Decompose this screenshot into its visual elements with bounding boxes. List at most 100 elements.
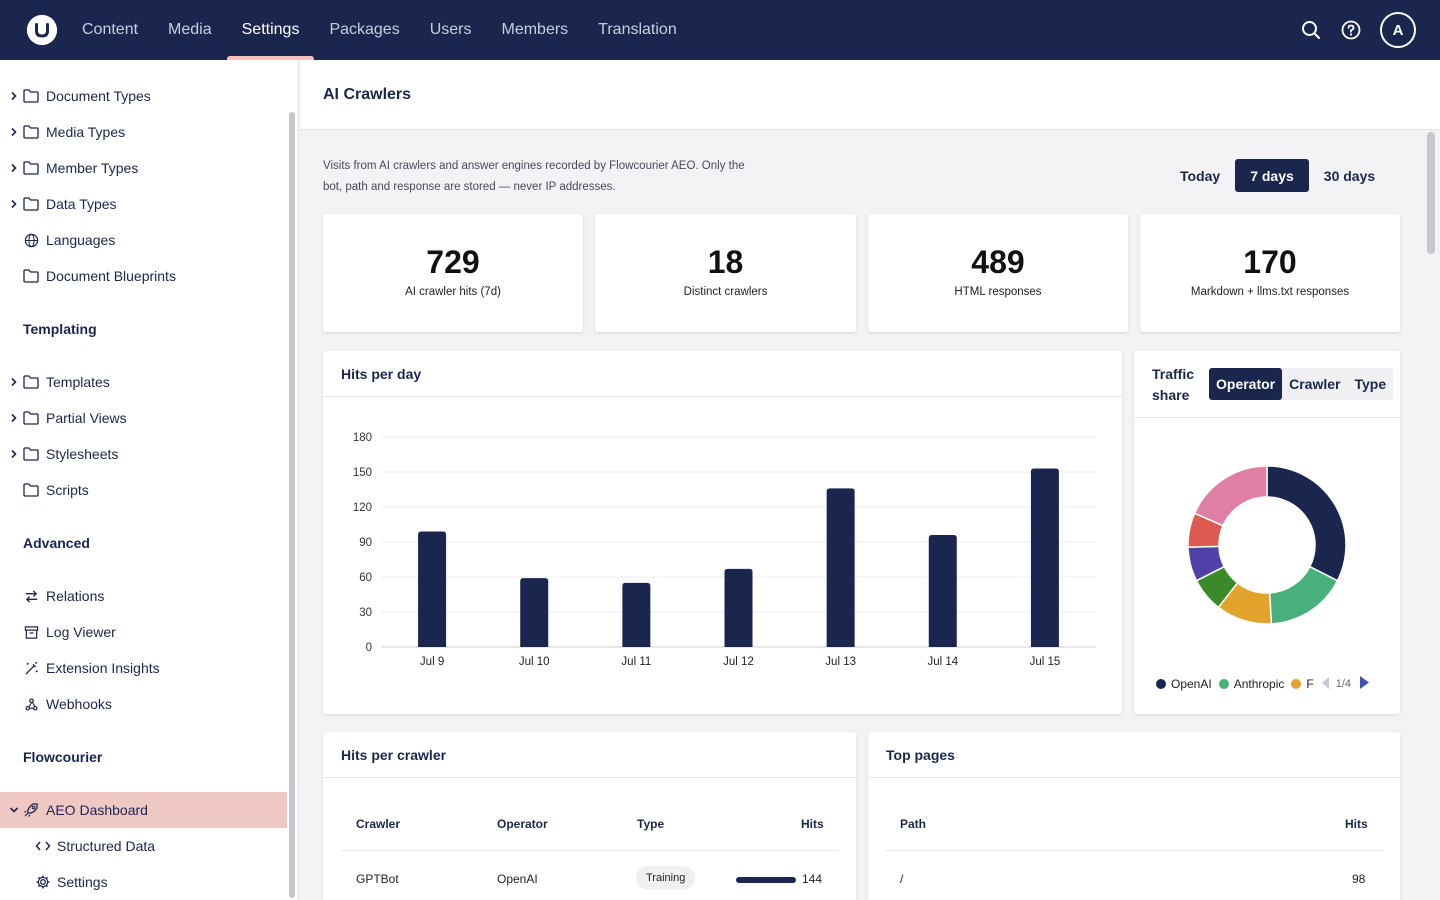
sidebar-item-settings[interactable]: Settings [0,864,287,900]
y-tick-label: 0 [366,642,372,654]
bar[interactable] [826,488,855,647]
nav-content[interactable]: Content [82,21,139,38]
sidebar-item-languages[interactable]: Languages [0,222,287,258]
y-tick-label: 150 [353,467,372,479]
legend-item[interactable]: OpenAI [1156,677,1212,691]
chevron-right-icon[interactable] [9,91,19,101]
traffic-share-tabs: Operator Crawler Type [1209,368,1394,400]
folder-icon [22,409,40,427]
chevron-right-icon[interactable] [9,449,19,459]
x-tick-label: Jul 13 [825,656,856,668]
sidebar-item-member-types[interactable]: Member Types [0,150,287,186]
sidebar-item-label: Stylesheets [46,446,119,462]
nav-translation[interactable]: Translation [598,21,677,38]
help-icon[interactable] [1340,19,1362,41]
column-header-crawler[interactable]: Crawler [356,817,401,831]
sidebar-item-stylesheets[interactable]: Stylesheets [0,436,287,472]
stat-label: AI crawler hits (7d) [405,286,501,298]
nav-members[interactable]: Members [501,21,569,38]
bar[interactable] [622,582,651,647]
chevron-right-icon[interactable] [9,163,19,173]
sidebar-item-partial-views[interactable]: Partial Views [0,400,287,436]
column-header-hits[interactable]: Hits [1345,817,1368,831]
sidebar-item-data-types[interactable]: Data Types [0,186,287,222]
type-badge: Training [636,866,696,890]
legend-item[interactable]: Anthropic [1218,677,1284,691]
sidebar-item-document-blueprints[interactable]: Document Blueprints [0,258,287,294]
range-7-days-button[interactable]: 7 days [1235,159,1309,192]
cell-hits: 98 [1352,872,1366,886]
chevron-right-icon[interactable] [9,377,19,387]
main-scrollbar[interactable] [1427,132,1435,254]
range-30-days-button[interactable]: 30 days [1323,167,1376,184]
chevron-right-icon[interactable] [9,127,19,137]
folder-icon [22,159,40,177]
legend-next-icon[interactable] [1360,676,1370,692]
sidebar-item-log-viewer[interactable]: Log Viewer [0,614,287,650]
legend-prev-icon[interactable] [1321,676,1330,692]
donut-slice[interactable] [1268,565,1339,625]
column-header-type[interactable]: Type [637,817,665,831]
sidebar-scrollbar[interactable] [289,112,295,898]
cell-path: / [900,872,904,886]
y-tick-label: 90 [359,537,372,549]
chevron-right-icon[interactable] [9,199,19,209]
bar[interactable] [724,568,753,647]
cell-operator: OpenAI [497,872,538,886]
donut-slice[interactable] [1193,465,1268,527]
sidebar-item-label: Document Types [46,88,151,104]
donut-slice[interactable] [1266,465,1347,582]
folder-icon [22,481,40,499]
sidebar-item-relations[interactable]: Relations [0,578,287,614]
sidebar-item-aeo-dashboard[interactable]: AEO Dashboard [0,792,287,828]
sidebar-item-label: Log Viewer [46,624,116,640]
column-header-path[interactable]: Path [900,817,927,831]
range-today-button[interactable]: Today [1180,167,1221,184]
user-avatar[interactable]: A [1380,12,1416,48]
sidebar-item-label: Structured Data [57,838,156,854]
y-tick-label: 60 [359,572,372,584]
column-header-operator[interactable]: Operator [497,817,548,831]
date-range-selector: Today 7 days 30 days [1165,159,1390,192]
umbraco-logo[interactable] [27,15,57,45]
sidebar-item-media-types[interactable]: Media Types [0,114,287,150]
sidebar-item-document-types[interactable]: Document Types [0,78,287,114]
card-title: Hits per day [341,366,422,382]
hits-per-day-card: Hits per day 0 30 60 90 120 150 180 Jul 9 Jul 10… [323,351,1122,714]
sidebar-item-structured-data[interactable]: Structured Data [0,828,287,864]
tab-operator[interactable]: Operator [1209,368,1283,400]
x-tick-label: Jul 14 [927,656,958,668]
chevron-down-icon[interactable] [9,805,19,815]
chevron-right-icon[interactable] [9,413,19,423]
folder-icon [22,195,40,213]
column-header-hits[interactable]: Hits [801,817,824,831]
nav-media[interactable]: Media [168,21,212,38]
cell-hits: 144 [802,872,823,886]
sidebar-item-webhooks[interactable]: Webhooks [0,686,287,722]
nav-users[interactable]: Users [429,21,472,38]
folder-icon [22,445,40,463]
tab-type[interactable]: Type [1354,376,1387,392]
tab-crawler[interactable]: Crawler [1289,376,1341,392]
webhook-icon [22,695,40,713]
legend-item[interactable]: F [1291,677,1314,691]
hits-per-crawler-card: Hits per crawler Crawler Operator Type H… [323,732,856,900]
stat-label: Markdown + llms.txt responses [1190,286,1350,298]
intro-text: Visits from AI crawlers and answer engin… [323,160,745,193]
traffic-share-donut [1187,465,1347,625]
hits-per-day-chart: 0 30 60 90 120 150 180 Jul 9 Jul 10 Jul 11 Jul 12 J… [353,432,1096,668]
x-tick-label: Jul 10 [519,656,550,668]
stat-card-markdown: 170 Markdown + llms.txt responses [1140,214,1400,332]
nav-packages[interactable]: Packages [329,21,400,38]
bar[interactable] [1030,468,1059,648]
sidebar-item-label: AEO Dashboard [46,802,148,818]
sidebar-item-extension-insights[interactable]: Extension Insights [0,650,287,686]
bar[interactable] [418,531,447,648]
bar[interactable] [928,535,957,647]
sidebar-item-templates[interactable]: Templates [0,364,287,400]
sidebar-item-scripts[interactable]: Scripts [0,472,287,508]
bar[interactable] [520,578,549,647]
search-icon[interactable] [1300,19,1322,41]
nav-settings[interactable]: Settings [226,0,315,60]
y-tick-label: 30 [359,607,372,619]
